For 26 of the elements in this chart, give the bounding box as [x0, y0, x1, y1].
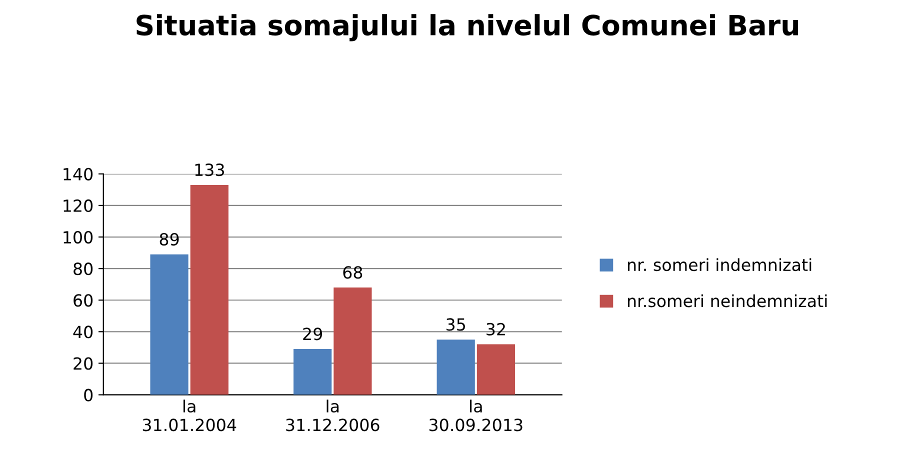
bar: [190, 184, 228, 395]
x-tick-label: la 30.09.2013: [429, 400, 522, 432]
bar: [476, 344, 516, 395]
x-tick-label: la 31.12.2006: [286, 400, 380, 432]
y-tick-label: 80: [74, 262, 93, 276]
data-label: 89: [160, 232, 179, 246]
legend-label: nr. someri indemnizati: [628, 258, 812, 272]
bar: [294, 349, 332, 395]
x-tick-label: la 31.01.2004: [142, 400, 236, 432]
data-label: 68: [343, 266, 362, 279]
y-tick-label: 100: [64, 230, 93, 244]
data-label: 133: [195, 164, 224, 176]
y-tick-label: 120: [64, 199, 93, 212]
bar: [436, 340, 475, 395]
data-label: 29: [303, 328, 322, 340]
bar: [334, 288, 372, 395]
data-label: 32: [486, 322, 505, 336]
data-label: 35: [446, 318, 465, 331]
legend-label: nr.someri neindemnizati: [628, 294, 827, 308]
y-tick-label: 60: [74, 294, 93, 307]
y-tick-label: 40: [73, 326, 93, 338]
y-tick-label: 20: [74, 357, 93, 370]
y-tick-label: 140: [64, 168, 93, 180]
y-tick-label: 0: [84, 388, 93, 402]
chart-title: Situatia somajului la nivelul Comunei Baru: [136, 14, 798, 42]
bar: [150, 254, 188, 395]
